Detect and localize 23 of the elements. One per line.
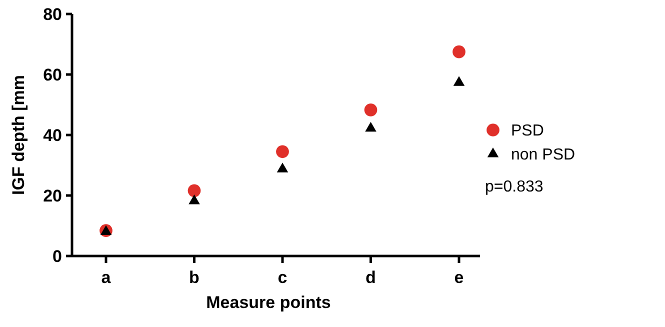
x-tick-label: a xyxy=(101,268,112,287)
x-tick-label: c xyxy=(278,268,288,287)
point xyxy=(453,76,465,86)
point xyxy=(364,103,378,116)
x-tick-label: e xyxy=(454,268,464,287)
y-tick-label: 20 xyxy=(43,186,62,206)
y-tick-label: 0 xyxy=(52,246,62,266)
point xyxy=(188,194,200,204)
point xyxy=(365,122,376,132)
point xyxy=(276,145,289,158)
x-tick-label: d xyxy=(366,268,376,287)
text: p=0.833 xyxy=(485,178,544,196)
x-axis-title: Measure points xyxy=(206,293,331,312)
legend-label: PSD xyxy=(511,122,544,140)
y-tick-label: 40 xyxy=(43,126,62,145)
y-tick-label: 60 xyxy=(43,65,62,84)
legend-label: non PSD xyxy=(511,146,576,164)
point xyxy=(276,162,288,172)
y-tick-label: 80 xyxy=(43,4,62,24)
point xyxy=(188,184,201,198)
point xyxy=(452,45,466,58)
y-axis-title: IGF depth [mm xyxy=(9,75,28,195)
x-tick-label: b xyxy=(189,268,200,287)
